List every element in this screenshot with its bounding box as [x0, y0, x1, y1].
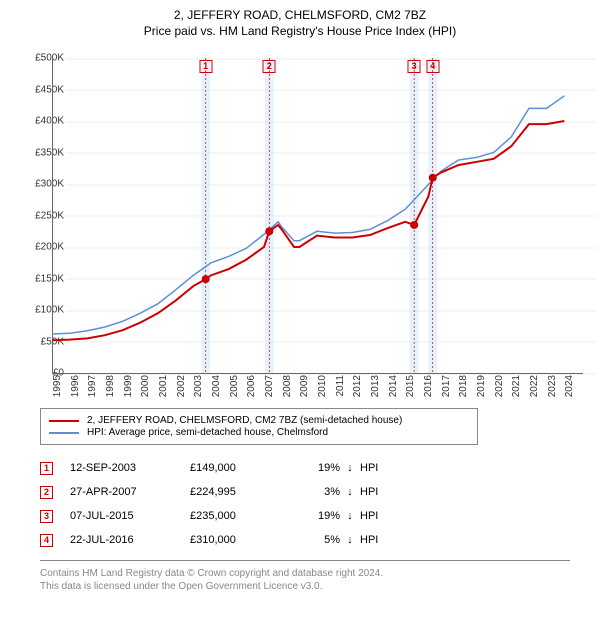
event-marker: 2 [263, 56, 276, 74]
x-tick-label: 1997 [87, 375, 98, 397]
x-tick-label: 1996 [70, 375, 81, 397]
x-tick-label: 2000 [140, 375, 151, 397]
table-row: 307-JUL-2015£235,00019%↓HPI [40, 504, 400, 528]
x-tick-label: 2017 [441, 375, 452, 397]
legend-item: HPI: Average price, semi-detached house,… [49, 427, 469, 438]
event-marker: 4 [426, 56, 439, 74]
chart-subtitle: Price paid vs. HM Land Registry's House … [0, 24, 600, 38]
x-tick-label: 2016 [423, 375, 434, 397]
x-tick-label: 2002 [176, 375, 187, 397]
transaction-table: 112-SEP-2003£149,00019%↓HPI227-APR-2007£… [40, 456, 400, 552]
x-tick-label: 2003 [193, 375, 204, 397]
x-tick-label: 2015 [405, 375, 416, 397]
table-row: 112-SEP-2003£149,00019%↓HPI [40, 456, 400, 480]
x-tick-label: 2019 [476, 375, 487, 397]
x-tick-label: 1995 [52, 375, 63, 397]
x-tick-label: 2022 [529, 375, 540, 397]
x-tick-label: 2001 [158, 375, 169, 397]
x-tick-label: 1998 [105, 375, 116, 397]
x-tick-label: 2004 [211, 375, 222, 397]
legend-item: 2, JEFFERY ROAD, CHELMSFORD, CM2 7BZ (se… [49, 415, 469, 426]
x-tick-label: 2007 [264, 375, 275, 397]
x-tick-label: 1999 [123, 375, 134, 397]
x-tick-label: 2018 [458, 375, 469, 397]
x-tick-label: 2012 [352, 375, 363, 397]
chart-title: 2, JEFFERY ROAD, CHELMSFORD, CM2 7BZ [0, 8, 600, 22]
x-tick-label: 2009 [299, 375, 310, 397]
x-axis: 1995 1996 1997 1998 1999 2000 2001 2002 2003 2004… [52, 373, 582, 408]
x-tick-label: 2023 [547, 375, 558, 397]
x-tick-label: 2008 [282, 375, 293, 397]
event-marker: 1 [199, 56, 212, 74]
footer: Contains HM Land Registry data © Crown c… [40, 560, 570, 593]
chart-container: 2, JEFFERY ROAD, CHELMSFORD, CM2 7BZ Pri… [0, 8, 600, 628]
plot-area: 1 2 34 [52, 58, 582, 373]
x-tick-label: 2010 [317, 375, 328, 397]
x-tick-label: 2011 [335, 375, 346, 397]
footer-line1: Contains HM Land Registry data © Crown c… [40, 567, 570, 580]
x-tick-label: 2013 [370, 375, 381, 397]
footer-line2: This data is licensed under the Open Gov… [40, 580, 570, 593]
x-tick-label: 2024 [564, 375, 575, 397]
x-tick-label: 2014 [388, 375, 399, 397]
event-marker: 3 [408, 56, 421, 74]
chart-svg [52, 58, 582, 373]
x-tick-label: 2005 [229, 375, 240, 397]
x-tick-label: 2021 [511, 375, 522, 397]
table-row: 227-APR-2007£224,9953%↓HPI [40, 480, 400, 504]
x-tick-label: 2020 [494, 375, 505, 397]
legend: 2, JEFFERY ROAD, CHELMSFORD, CM2 7BZ (se… [40, 408, 478, 445]
x-tick-label: 2006 [246, 375, 257, 397]
table-row: 422-JUL-2016£310,0005%↓HPI [40, 528, 400, 552]
